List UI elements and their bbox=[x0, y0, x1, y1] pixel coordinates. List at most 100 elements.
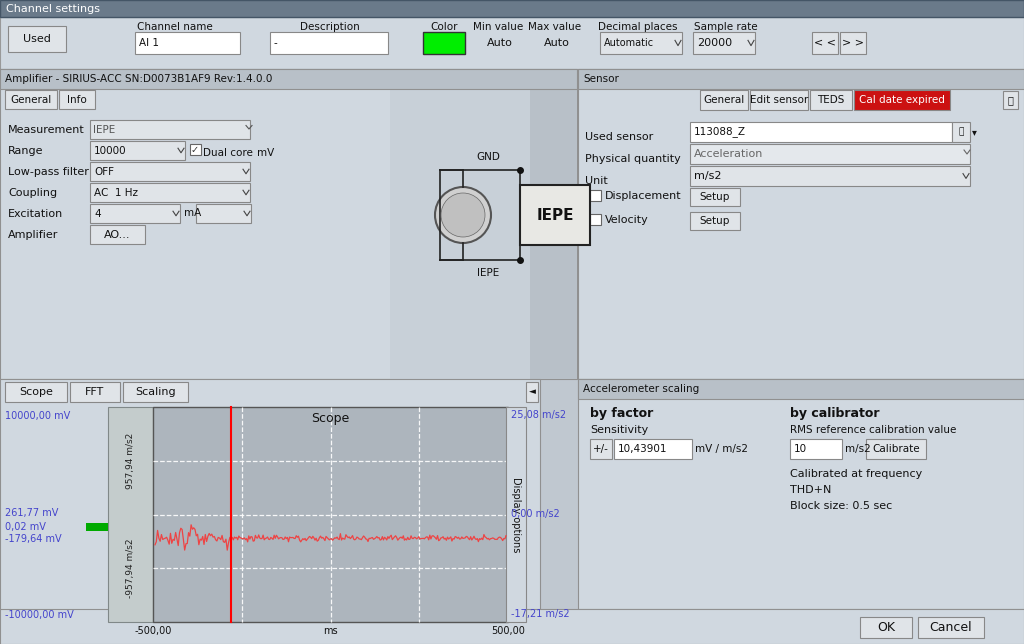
Text: Edit sensor: Edit sensor bbox=[750, 95, 808, 105]
Text: Auto: Auto bbox=[544, 38, 570, 48]
Text: > >: > > bbox=[842, 38, 864, 48]
Bar bbox=[5, 382, 67, 402]
Text: m/s2: m/s2 bbox=[694, 171, 722, 181]
Bar bbox=[600, 32, 682, 54]
Text: ms: ms bbox=[324, 626, 338, 636]
Text: -17,21 m/s2: -17,21 m/s2 bbox=[511, 609, 569, 619]
Bar bbox=[70, 382, 120, 402]
Bar bbox=[0, 379, 540, 644]
Text: Max value: Max value bbox=[528, 22, 582, 32]
Bar bbox=[700, 90, 748, 110]
Text: 0,02 mV: 0,02 mV bbox=[5, 522, 46, 533]
Circle shape bbox=[441, 193, 485, 237]
Text: 10000: 10000 bbox=[94, 146, 127, 155]
Text: Amplifier: Amplifier bbox=[8, 230, 58, 240]
Bar bbox=[0, 17, 1024, 69]
Bar bbox=[918, 617, 984, 638]
Bar bbox=[866, 439, 926, 459]
Text: Color: Color bbox=[430, 22, 458, 32]
Text: mA: mA bbox=[184, 208, 202, 218]
Text: Calibrated at frequency: Calibrated at frequency bbox=[790, 469, 923, 479]
Bar bbox=[153, 407, 508, 622]
Text: Used sensor: Used sensor bbox=[585, 132, 653, 142]
Bar bbox=[0, 69, 577, 379]
Text: 957,94 m/s2: 957,94 m/s2 bbox=[126, 433, 135, 489]
Text: GND: GND bbox=[476, 152, 500, 162]
Text: Low-pass filter: Low-pass filter bbox=[8, 167, 89, 177]
Bar bbox=[590, 190, 601, 201]
Text: AC  1 Hz: AC 1 Hz bbox=[94, 187, 138, 198]
Bar bbox=[90, 204, 180, 223]
Text: 25,08 m/s2: 25,08 m/s2 bbox=[511, 410, 566, 420]
Bar bbox=[90, 183, 250, 202]
Bar bbox=[90, 225, 145, 244]
Bar bbox=[0, 69, 577, 89]
Text: Decimal places: Decimal places bbox=[598, 22, 678, 32]
Circle shape bbox=[458, 210, 468, 220]
Circle shape bbox=[461, 213, 465, 217]
Text: 10000,00 mV: 10000,00 mV bbox=[5, 411, 71, 421]
Text: Setup: Setup bbox=[699, 192, 730, 202]
Text: Automatic: Automatic bbox=[604, 38, 654, 48]
Text: Dual core: Dual core bbox=[203, 148, 253, 158]
Bar bbox=[578, 69, 1024, 89]
Text: 113088_Z: 113088_Z bbox=[694, 127, 746, 137]
Bar bbox=[690, 122, 952, 142]
Text: by calibrator: by calibrator bbox=[790, 407, 880, 420]
Bar bbox=[690, 212, 740, 230]
Text: Auto: Auto bbox=[487, 38, 513, 48]
Bar bbox=[196, 204, 251, 223]
Text: Physical quantity: Physical quantity bbox=[585, 154, 681, 164]
Bar bbox=[690, 144, 970, 164]
Bar bbox=[0, 0, 1024, 17]
Text: ▾: ▾ bbox=[972, 127, 977, 137]
Text: Cal date expired: Cal date expired bbox=[859, 95, 945, 105]
Bar bbox=[520, 185, 590, 245]
Text: RMS reference calibration value: RMS reference calibration value bbox=[790, 425, 956, 435]
Bar bbox=[690, 188, 740, 206]
Text: Channel settings: Channel settings bbox=[6, 3, 100, 14]
Bar bbox=[90, 162, 250, 181]
Bar bbox=[854, 90, 950, 110]
Text: Amplifier - SIRIUS-ACC SN:D0073B1AF9 Rev:1.4.0.0: Amplifier - SIRIUS-ACC SN:D0073B1AF9 Rev… bbox=[5, 74, 272, 84]
Text: 261,77 mV: 261,77 mV bbox=[5, 508, 58, 518]
Bar bbox=[86, 524, 108, 531]
Circle shape bbox=[447, 199, 479, 231]
Text: Velocity: Velocity bbox=[605, 215, 649, 225]
Text: -10000,00 mV: -10000,00 mV bbox=[5, 610, 74, 620]
Text: mV: mV bbox=[257, 148, 274, 158]
Bar bbox=[690, 166, 970, 186]
Bar bbox=[578, 379, 1024, 609]
Text: Cancel: Cancel bbox=[930, 621, 973, 634]
Text: Acceleration: Acceleration bbox=[694, 149, 763, 159]
Bar bbox=[390, 69, 577, 379]
Text: OFF: OFF bbox=[94, 167, 114, 176]
Bar bbox=[90, 120, 250, 139]
Text: 10: 10 bbox=[794, 444, 807, 454]
Text: Calibrate: Calibrate bbox=[872, 444, 920, 454]
Text: IEPE: IEPE bbox=[477, 268, 499, 278]
Text: FFT: FFT bbox=[85, 387, 104, 397]
Text: Scaling: Scaling bbox=[135, 387, 176, 397]
Text: Setup: Setup bbox=[699, 216, 730, 226]
Bar bbox=[526, 382, 538, 402]
Text: 🔒: 🔒 bbox=[1007, 95, 1013, 105]
Bar bbox=[590, 439, 612, 459]
Text: 20000: 20000 bbox=[697, 38, 732, 48]
Text: -957,94 m/s2: -957,94 m/s2 bbox=[126, 538, 135, 598]
Text: THD+N: THD+N bbox=[790, 485, 831, 495]
Bar bbox=[1002, 91, 1018, 109]
Bar bbox=[90, 141, 185, 160]
Text: Info: Info bbox=[68, 95, 87, 104]
Bar bbox=[506, 407, 526, 622]
Bar bbox=[8, 26, 66, 52]
Text: Used: Used bbox=[24, 34, 51, 44]
Bar bbox=[812, 32, 838, 54]
Bar bbox=[423, 32, 465, 54]
Circle shape bbox=[435, 187, 490, 243]
Bar bbox=[5, 90, 57, 109]
Text: Unit: Unit bbox=[585, 176, 608, 186]
Text: AO...: AO... bbox=[104, 229, 131, 240]
Bar bbox=[693, 32, 755, 54]
Text: Min value: Min value bbox=[473, 22, 523, 32]
